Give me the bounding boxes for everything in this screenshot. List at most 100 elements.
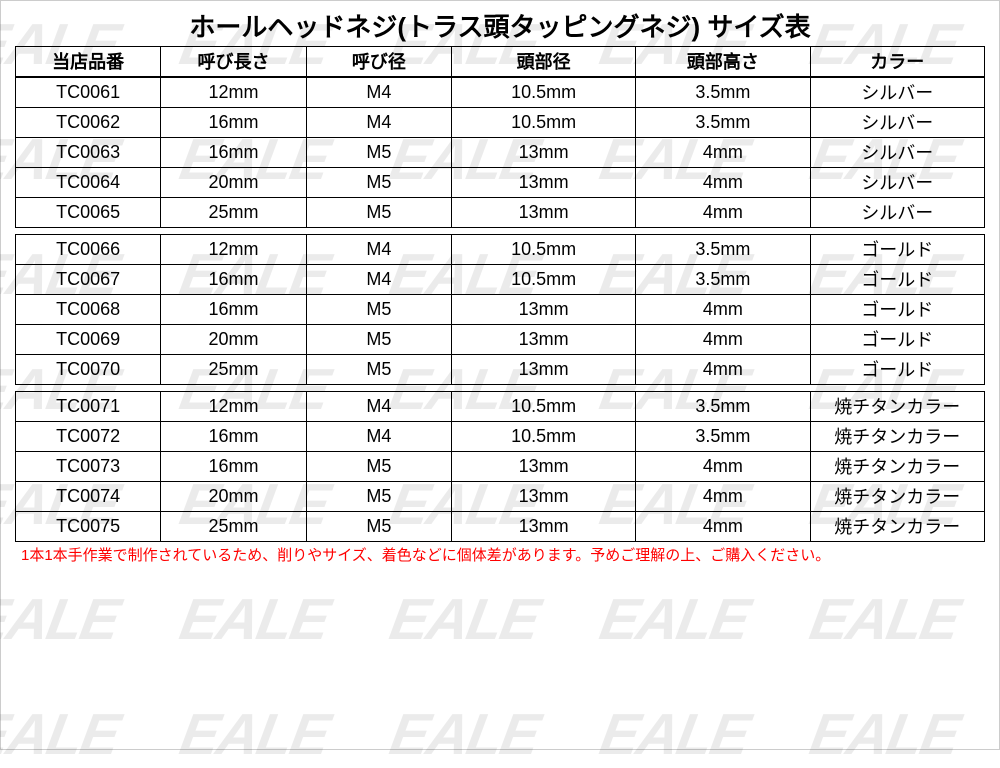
table-cell: 焼チタンカラー xyxy=(810,482,984,512)
table-cell: 10.5mm xyxy=(452,422,636,452)
table-cell: TC0064 xyxy=(16,168,161,198)
table-cell: 焼チタンカラー xyxy=(810,422,984,452)
table-cell: 12mm xyxy=(161,78,306,108)
watermark-text: EALE xyxy=(175,586,334,653)
table-row: TC006716mmM410.5mm3.5mmゴールド xyxy=(16,265,985,295)
table-cell: 25mm xyxy=(161,512,306,542)
table-cell: TC0075 xyxy=(16,512,161,542)
table-cell: 焼チタンカラー xyxy=(810,452,984,482)
table-cell: 3.5mm xyxy=(636,422,810,452)
col-header: 呼び径 xyxy=(306,47,451,77)
table-row: TC006216mmM410.5mm3.5mmシルバー xyxy=(16,108,985,138)
footnote: 1本1本手作業で制作されているため、削りやサイズ、着色などに個体差があります。予… xyxy=(15,544,985,565)
table-cell: TC0062 xyxy=(16,108,161,138)
table-cell: 13mm xyxy=(452,355,636,385)
table-cell: 13mm xyxy=(452,295,636,325)
table-row: TC007525mmM513mm4mm焼チタンカラー xyxy=(16,512,985,542)
table-row: TC006112mmM410.5mm3.5mmシルバー xyxy=(16,78,985,108)
table-cell: 4mm xyxy=(636,512,810,542)
table-cell: 3.5mm xyxy=(636,78,810,108)
col-header: カラー xyxy=(810,47,984,77)
table-cell: 3.5mm xyxy=(636,265,810,295)
table-cell: TC0073 xyxy=(16,452,161,482)
table-cell: 16mm xyxy=(161,452,306,482)
watermark-text: EALE xyxy=(595,701,754,768)
table-row: TC007025mmM513mm4mmゴールド xyxy=(16,355,985,385)
table-cell: ゴールド xyxy=(810,295,984,325)
table-cell: シルバー xyxy=(810,138,984,168)
page-title: ホールヘッドネジ(トラス頭タッピングネジ) サイズ表 xyxy=(15,7,985,44)
table-cell: 20mm xyxy=(161,482,306,512)
table-row: TC006420mmM513mm4mmシルバー xyxy=(16,168,985,198)
table-cell: 13mm xyxy=(452,198,636,228)
watermark-text: EALE xyxy=(175,701,334,768)
table-groups: TC006112mmM410.5mm3.5mmシルバーTC006216mmM41… xyxy=(15,77,985,542)
table-cell: 13mm xyxy=(452,482,636,512)
table-cell: 13mm xyxy=(452,138,636,168)
table-cell: M5 xyxy=(306,198,451,228)
watermark-text: EALE xyxy=(805,701,964,768)
table-row: TC007316mmM513mm4mm焼チタンカラー xyxy=(16,452,985,482)
col-header: 頭部径 xyxy=(452,47,636,77)
table-cell: 13mm xyxy=(452,168,636,198)
table-cell: 4mm xyxy=(636,482,810,512)
table-cell: 4mm xyxy=(636,168,810,198)
table-cell: 10.5mm xyxy=(452,265,636,295)
table-cell: M4 xyxy=(306,265,451,295)
table-cell: M4 xyxy=(306,422,451,452)
table-cell: M5 xyxy=(306,138,451,168)
content-area: ホールヘッドネジ(トラス頭タッピングネジ) サイズ表 当店品番 呼び長さ 呼び径… xyxy=(1,1,999,565)
table-cell: ゴールド xyxy=(810,355,984,385)
table-row: TC006816mmM513mm4mmゴールド xyxy=(16,295,985,325)
table-cell: 13mm xyxy=(452,452,636,482)
table-cell: TC0069 xyxy=(16,325,161,355)
table-cell: M5 xyxy=(306,325,451,355)
table-row: TC006316mmM513mm4mmシルバー xyxy=(16,138,985,168)
table-row: TC006525mmM513mm4mmシルバー xyxy=(16,198,985,228)
watermark-text: EALE xyxy=(0,586,124,653)
table-cell: シルバー xyxy=(810,108,984,138)
table-cell: M4 xyxy=(306,78,451,108)
table-cell: 10.5mm xyxy=(452,108,636,138)
table-cell: 12mm xyxy=(161,392,306,422)
table-cell: ゴールド xyxy=(810,235,984,265)
table-cell: TC0074 xyxy=(16,482,161,512)
col-header: 呼び長さ xyxy=(161,47,306,77)
table-row: TC006920mmM513mm4mmゴールド xyxy=(16,325,985,355)
table-cell: 4mm xyxy=(636,325,810,355)
col-header: 頭部高さ xyxy=(636,47,810,77)
table-cell: TC0071 xyxy=(16,392,161,422)
table-cell: TC0070 xyxy=(16,355,161,385)
table-cell: M5 xyxy=(306,452,451,482)
table-cell: 20mm xyxy=(161,168,306,198)
table-cell: M4 xyxy=(306,235,451,265)
table-cell: TC0067 xyxy=(16,265,161,295)
table-cell: 16mm xyxy=(161,108,306,138)
data-table-group: TC006612mmM410.5mm3.5mmゴールドTC006716mmM41… xyxy=(15,234,985,385)
table-cell: TC0063 xyxy=(16,138,161,168)
table-cell: ゴールド xyxy=(810,325,984,355)
table-cell: TC0072 xyxy=(16,422,161,452)
watermark-text: EALE xyxy=(805,586,964,653)
watermark-text: EALE xyxy=(595,586,754,653)
table-cell: 焼チタンカラー xyxy=(810,392,984,422)
table-row: TC007420mmM513mm4mm焼チタンカラー xyxy=(16,482,985,512)
watermark-text: EALE xyxy=(385,586,544,653)
table-cell: 25mm xyxy=(161,198,306,228)
table-cell: 4mm xyxy=(636,355,810,385)
table-cell: 4mm xyxy=(636,198,810,228)
table-row: TC007216mmM410.5mm3.5mm焼チタンカラー xyxy=(16,422,985,452)
table-cell: 3.5mm xyxy=(636,392,810,422)
table-cell: TC0068 xyxy=(16,295,161,325)
table-cell: M4 xyxy=(306,392,451,422)
data-table-group: TC006112mmM410.5mm3.5mmシルバーTC006216mmM41… xyxy=(15,77,985,228)
watermark-text: EALE xyxy=(0,701,124,768)
table-cell: 20mm xyxy=(161,325,306,355)
table-cell: シルバー xyxy=(810,198,984,228)
table-cell: TC0061 xyxy=(16,78,161,108)
table-cell: 13mm xyxy=(452,512,636,542)
table-cell: 10.5mm xyxy=(452,78,636,108)
header-table: 当店品番 呼び長さ 呼び径 頭部径 頭部高さ カラー xyxy=(15,46,985,77)
table-cell: TC0066 xyxy=(16,235,161,265)
table-cell: 25mm xyxy=(161,355,306,385)
